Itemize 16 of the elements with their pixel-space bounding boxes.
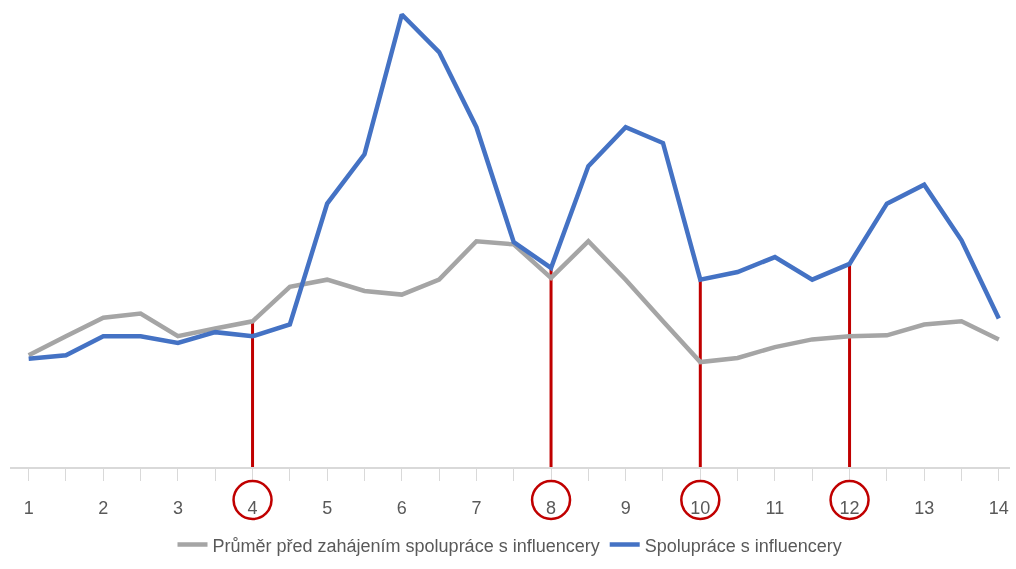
x-tick-label: 3 <box>172 498 183 519</box>
x-tick-label: 13 <box>914 498 935 519</box>
x-tick-label: 4 <box>247 498 258 519</box>
x-tick-label: 1 <box>23 498 34 519</box>
x-tick-label: 2 <box>98 498 109 519</box>
x-tick-label: 14 <box>988 498 1009 519</box>
legend-label: Průměr před zahájením spolupráce s influencery <box>212 535 600 556</box>
x-tick-label: 10 <box>690 498 711 519</box>
x-tick-label: 5 <box>322 498 333 519</box>
x-tick-label: 6 <box>396 498 407 519</box>
x-tick-label: 8 <box>546 498 557 519</box>
legend-label: Spolupráce s influencery <box>644 535 842 556</box>
x-tick-label: 12 <box>839 498 860 519</box>
x-tick-label: 7 <box>471 498 482 519</box>
x-tick-label: 11 <box>765 498 785 519</box>
x-tick-label: 9 <box>620 498 631 519</box>
